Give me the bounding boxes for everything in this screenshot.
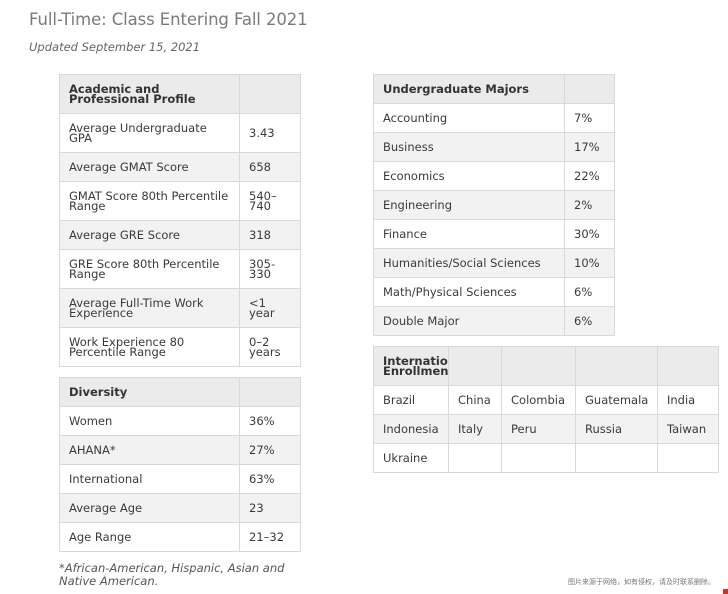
- country-cell: [501, 443, 576, 473]
- diversity-row-label: Average Age: [59, 493, 240, 523]
- academic-row-value: <1 year: [239, 288, 301, 328]
- major-row-label: Business: [373, 132, 565, 162]
- country-cell: Peru: [501, 414, 576, 444]
- country-cell: India: [657, 385, 719, 415]
- diversity-heading-blank: [239, 377, 301, 407]
- diversity-row-value: 63%: [239, 464, 301, 494]
- country-cell: Guatemala: [575, 385, 658, 415]
- diversity-heading: Diversity: [59, 377, 240, 407]
- country-cell: Brazil: [373, 385, 449, 415]
- academic-row-value: 318: [239, 220, 301, 250]
- major-row-label: Economics: [373, 161, 565, 191]
- academic-row-value: 305-330: [239, 249, 301, 289]
- major-row-label: Engineering: [373, 190, 565, 220]
- country-cell: [657, 443, 719, 473]
- academic-row-label: GRE Score 80th Percentile Range: [59, 249, 240, 289]
- major-row-label: Accounting: [373, 103, 565, 133]
- major-row-value: 6%: [564, 277, 615, 307]
- country-cell: China: [448, 385, 502, 415]
- diversity-row-label: Women: [59, 406, 240, 436]
- country-cell: Russia: [575, 414, 658, 444]
- academic-row-value: 658: [239, 152, 301, 182]
- diversity-row-value: 21–32: [239, 522, 301, 552]
- diversity-row-label: Age Range: [59, 522, 240, 552]
- major-row-value: 30%: [564, 219, 615, 249]
- academic-row-label: Average GMAT Score: [59, 152, 240, 182]
- major-row-value: 17%: [564, 132, 615, 162]
- country-cell: Ukraine: [373, 443, 449, 473]
- academic-row-label: Average Full-Time Work Experience: [59, 288, 240, 328]
- major-row-label: Double Major: [373, 306, 565, 336]
- ahana-footnote: *African-American, Hispanic, Asian and N…: [59, 561, 285, 588]
- diversity-row-value: 23: [239, 493, 301, 523]
- diversity-row-value: 27%: [239, 435, 301, 465]
- academic-row-value: 540–740: [239, 181, 301, 221]
- country-cell: Taiwan: [657, 414, 719, 444]
- academic-row-label: Average GRE Score: [59, 220, 240, 250]
- country-cell: Italy: [448, 414, 502, 444]
- major-row-value: 10%: [564, 248, 615, 278]
- major-row-value: 6%: [564, 306, 615, 336]
- major-row-value: 2%: [564, 190, 615, 220]
- diversity-row-value: 36%: [239, 406, 301, 436]
- international-heading: International Enrollments: [373, 346, 449, 386]
- academic-row-label: GMAT Score 80th Percentile Range: [59, 181, 240, 221]
- international-heading-blank: [575, 346, 658, 386]
- corner-mark: [723, 589, 728, 594]
- international-enrollments-table: International Enrollments Brazil China C…: [373, 346, 719, 473]
- academic-row-value: 0–2 years: [239, 327, 301, 367]
- page-title: Full-Time: Class Entering Fall 2021: [29, 10, 308, 29]
- academic-row-label: Work Experience 80 Percentile Range: [59, 327, 240, 367]
- major-row-label: Humanities/Social Sciences: [373, 248, 565, 278]
- academic-row-label: Average Undergraduate GPA: [59, 113, 240, 153]
- undergraduate-majors-table: Undergraduate Majors Accounting 7% Busin…: [373, 74, 615, 336]
- major-row-label: Math/Physical Sciences: [373, 277, 565, 307]
- major-row-value: 22%: [564, 161, 615, 191]
- major-row-value: 7%: [564, 103, 615, 133]
- academic-profile-heading-blank: [239, 74, 301, 114]
- country-cell: Indonesia: [373, 414, 449, 444]
- international-heading-blank: [448, 346, 502, 386]
- country-cell: Colombia: [501, 385, 576, 415]
- majors-heading-blank: [564, 74, 615, 104]
- diversity-row-label: International: [59, 464, 240, 494]
- major-row-label: Finance: [373, 219, 565, 249]
- country-cell: [575, 443, 658, 473]
- diversity-row-label: AHANA*: [59, 435, 240, 465]
- academic-row-value: 3.43: [239, 113, 301, 153]
- majors-heading: Undergraduate Majors: [373, 74, 565, 104]
- academic-profile-table: Academic and Professional Profile Averag…: [59, 74, 301, 367]
- country-cell: [448, 443, 502, 473]
- watermark-text: 图片来源于网络，如有侵权，请及时联系删除。: [568, 578, 715, 586]
- updated-date: Updated September 15, 2021: [29, 40, 201, 54]
- international-heading-blank: [501, 346, 576, 386]
- academic-profile-heading: Academic and Professional Profile: [59, 74, 240, 114]
- international-heading-blank: [657, 346, 719, 386]
- diversity-table: Diversity Women 36% AHANA* 27% Internati…: [59, 377, 301, 552]
